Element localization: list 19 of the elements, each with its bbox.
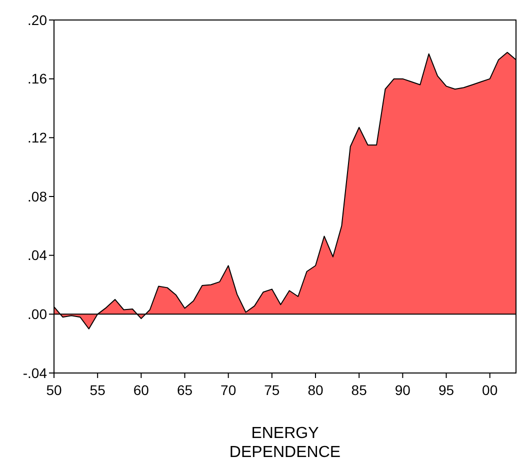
x-tick-label: 55 xyxy=(90,382,106,398)
x-axis-title: ENERGY DEPENDENCE xyxy=(229,425,341,462)
y-tick-label: .16 xyxy=(28,70,48,87)
x-tick-label: 70 xyxy=(220,382,236,398)
x-tick-label: 50 xyxy=(46,382,62,398)
x-tick-label: 80 xyxy=(308,382,324,398)
y-tick-label: -.04 xyxy=(22,364,48,381)
y-tick-label: .08 xyxy=(28,188,48,204)
x-tick-label: 75 xyxy=(264,382,280,398)
x-tick-label: 90 xyxy=(394,382,411,398)
x-tick-label: 95 xyxy=(438,382,454,398)
y-tick-label: .00 xyxy=(28,306,48,322)
y-tick-label: .04 xyxy=(28,247,48,264)
x-tick-label: 65 xyxy=(176,382,193,398)
y-tick-label: .12 xyxy=(28,130,48,146)
y-tick-label: .20 xyxy=(28,12,48,28)
x-tick-label: 60 xyxy=(133,382,150,398)
x-tick-label: 85 xyxy=(351,382,368,398)
x-tick-label: 00 xyxy=(482,382,498,398)
